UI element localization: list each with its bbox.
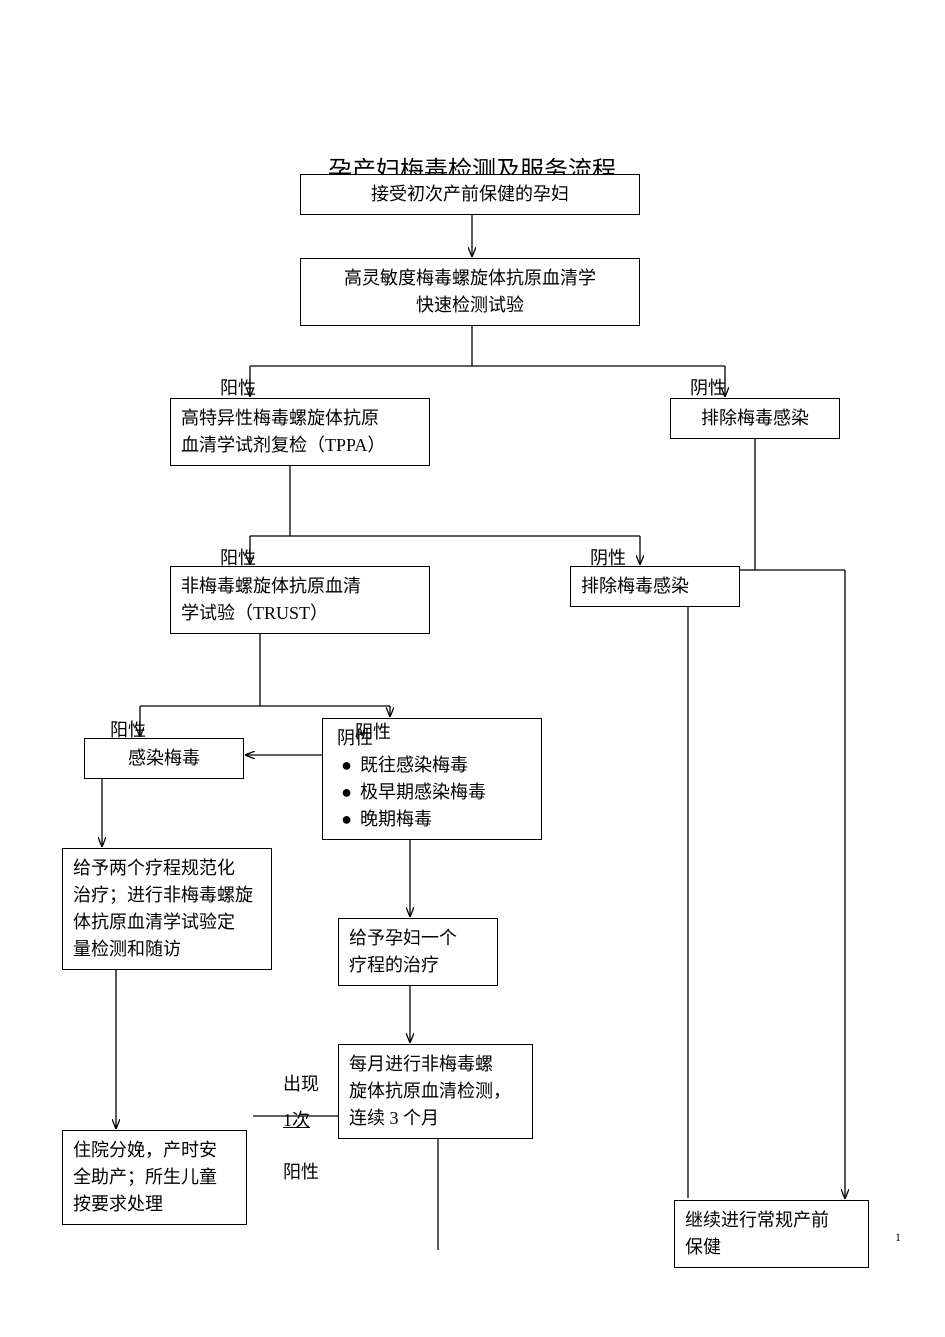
node-initial-visit: 接受初次产前保健的孕妇: [300, 174, 640, 215]
flowchart-canvas: 孕产妇梅毒检测及服务流程 接受初次产前保健的孕妇 高灵敏度梅毒螺旋体抗原血清学快…: [0, 0, 945, 1337]
node-continue-care: 继续进行常规产前保健: [674, 1200, 869, 1268]
label-negative-2: 阴性: [590, 546, 626, 571]
node-tppa-retest: 高特异性梅毒螺旋体抗原血清学试剂复检（TPPA）: [170, 398, 430, 466]
node-monthly-test: 每月进行非梅毒螺旋体抗原血清检测，连续 3 个月: [338, 1044, 533, 1139]
label-negative-3: 阴性: [355, 720, 391, 745]
node-exclude-2: 排除梅毒感染: [570, 566, 740, 607]
node-infected: 感染梅毒: [84, 738, 244, 779]
node-negative-bullet-list: 既往感染梅毒极早期感染梅毒晚期梅毒: [333, 752, 531, 833]
node-rapid-test: 高灵敏度梅毒螺旋体抗原血清学快速检测试验: [300, 258, 640, 326]
node-hospital-delivery: 住院分娩，产时安全助产；所生儿童按要求处理: [62, 1130, 247, 1225]
node-one-course-treatment: 给予孕妇一个疗程的治疗: [338, 918, 498, 986]
page-number: 1: [895, 1230, 901, 1245]
label-negative-1: 阴性: [690, 376, 726, 401]
node-exclude-1: 排除梅毒感染: [670, 398, 840, 439]
label-appear: 出现: [283, 1072, 319, 1097]
label-positive-3: 阳性: [110, 718, 146, 743]
bullet-item: 既往感染梅毒: [333, 752, 531, 779]
bullet-item: 晚期梅毒: [333, 806, 531, 833]
node-trust-test: 非梅毒螺旋体抗原血清学试验（TRUST）: [170, 566, 430, 634]
label-once: 1次: [283, 1108, 310, 1133]
bullet-item: 极早期感染梅毒: [333, 779, 531, 806]
label-positive-1: 阳性: [220, 376, 256, 401]
label-positive-bottom: 阳性: [283, 1160, 319, 1185]
label-positive-2: 阳性: [220, 546, 256, 571]
node-two-course-treatment: 给予两个疗程规范化治疗；进行非梅毒螺旋体抗原血清学试验定量检测和随访: [62, 848, 272, 970]
